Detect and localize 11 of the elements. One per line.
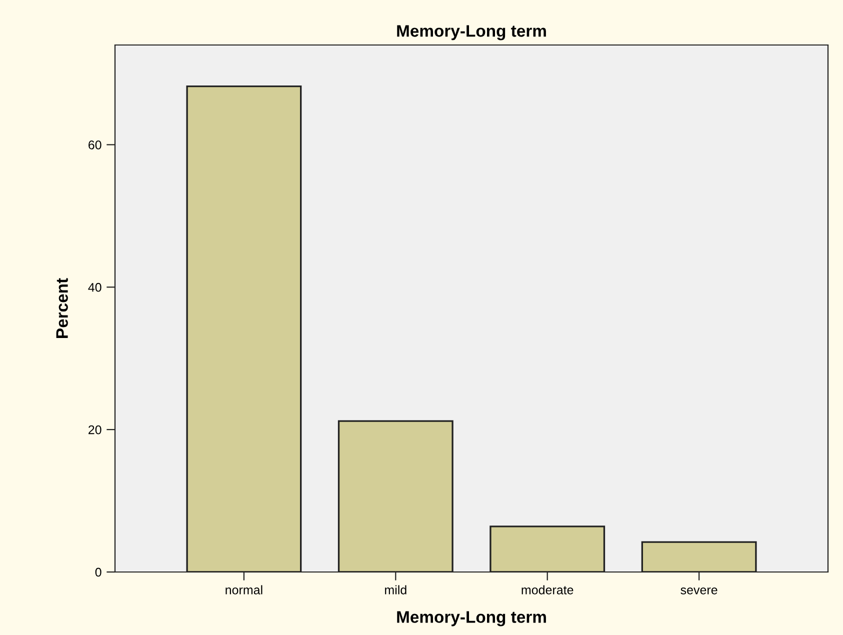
y-tick-label: 40: [88, 282, 102, 292]
y-tick-label: 20: [88, 425, 102, 434]
y-tick-label: 0: [95, 568, 102, 577]
x-axis-title: Memory-Long term: [397, 611, 546, 626]
x-tick-label: mild: [385, 585, 406, 594]
y-tick-label: 60: [88, 140, 102, 150]
chart-title: Memory-Long term: [397, 25, 546, 40]
y-axis-title: Percent: [56, 278, 68, 338]
x-tick-label: moderate: [522, 585, 574, 594]
x-tick-label: normal: [226, 585, 262, 594]
x-tick-label: severe: [680, 588, 718, 594]
